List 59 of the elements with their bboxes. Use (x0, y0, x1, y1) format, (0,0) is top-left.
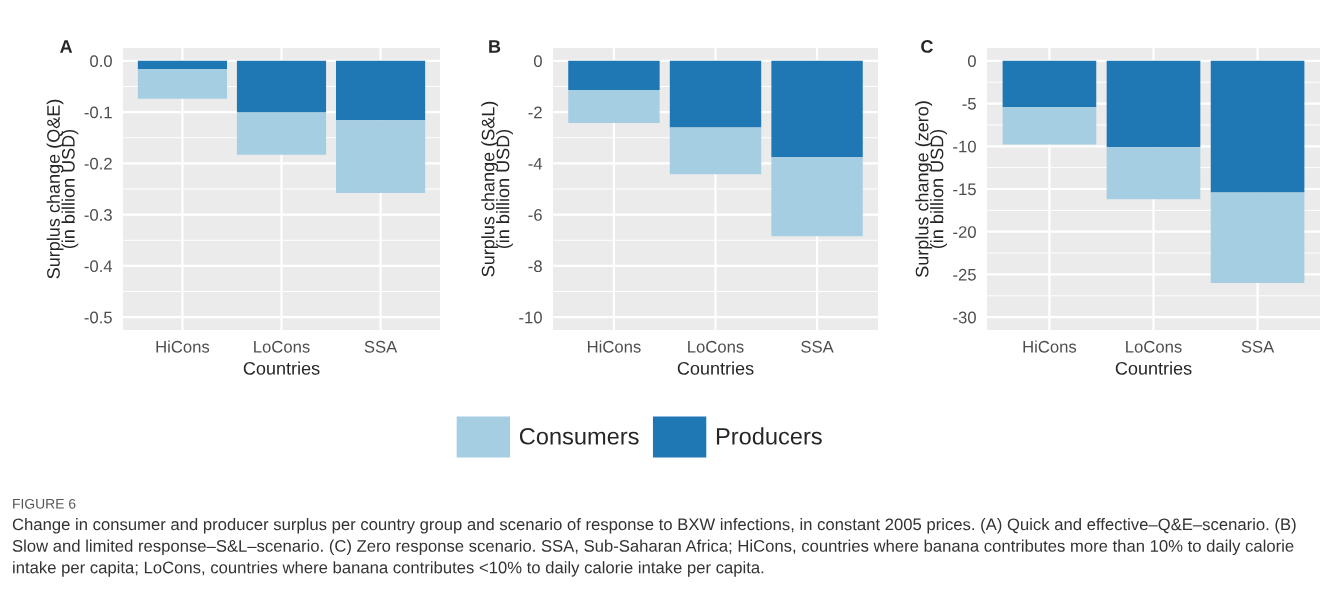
y-tick-label: -0.5 (84, 311, 112, 324)
x-tick-label: HiCons (587, 340, 641, 353)
bar (1106, 60, 1201, 148)
y-tick-label: -0.3 (84, 209, 112, 221)
bar (137, 60, 228, 70)
bar (669, 60, 762, 128)
x-tick-label: LoCons (254, 340, 310, 353)
bar (1210, 192, 1305, 283)
chart-title: B (489, 40, 501, 53)
y-tick-label: -10 (953, 140, 976, 153)
bar (137, 69, 228, 99)
y-axis-title: Surplus change (zero) (in billion USD) (915, 101, 947, 277)
bar (236, 60, 327, 113)
bar (335, 120, 426, 194)
x-tick-label: SSA (801, 340, 834, 353)
y-tick-label: -0.2 (84, 157, 112, 170)
y-tick-label: -25 (953, 268, 976, 281)
y-tick-label: 0 (967, 55, 976, 68)
x-axis-title: Countries (1115, 361, 1192, 375)
y-tick-label: -0.1 (84, 106, 112, 119)
y-axis-title: Surplus change (S&L) (in billion USD) (481, 101, 513, 277)
y-tick-label: -15 (953, 183, 976, 196)
y-tick-label: -2 (528, 106, 542, 119)
caption: FIGURE 6 (13, 498, 76, 509)
bar (1002, 106, 1097, 145)
x-axis-title: Countries (243, 361, 320, 375)
chart-title: A (60, 40, 73, 53)
y-tick-label: -0.4 (84, 260, 113, 273)
x-axis-title: Countries (677, 361, 754, 375)
bar (1002, 60, 1097, 107)
y-tick-label: -20 (953, 226, 976, 238)
x-tick-label: HiCons (1023, 340, 1077, 353)
y-tick-label: -10 (519, 311, 542, 324)
bar (669, 127, 762, 175)
legend-label: Producers (716, 427, 822, 445)
chart-title: C (921, 40, 933, 53)
bar (568, 60, 660, 91)
x-tick-label: LoCons (688, 340, 744, 353)
y-tick-label: -8 (528, 260, 542, 273)
bar (771, 157, 863, 237)
y-axis-title: Surplus change (Q&E) (in billion USD) (46, 99, 79, 279)
x-tick-label: HiCons (156, 340, 210, 353)
bar (335, 60, 426, 121)
y-tick-label: 0.0 (90, 55, 112, 68)
bar (1106, 147, 1201, 200)
bar (568, 90, 660, 124)
x-tick-label: SSA (1241, 340, 1275, 353)
y-tick-label: -6 (528, 209, 542, 221)
y-tick-label: -30 (953, 311, 976, 324)
bar (236, 112, 327, 155)
bar (771, 60, 863, 158)
y-tick-label: 0 (533, 55, 542, 68)
y-tick-label: -4 (528, 157, 543, 170)
y-tick-label: -5 (962, 98, 976, 110)
x-tick-label: SSA (364, 340, 398, 353)
text: Change in consumer and producer surplus per country group and scenario of response to BXW infections, in constant 2005 prices. (A) Quick and effective–Q&E–scenario. (B) Slow and limited response–S&L–scenario. (C) Zero response scenario. SSA, Sub-Saharan Africa; HiCons, countries where banana contributes more than 10% to daily calorie intake per capita; LoCons, countries where banana contributes <10% to daily calorie intake per capita. (12, 518, 1296, 577)
x-tick-label: LoCons (1126, 340, 1182, 353)
legend-label: Consumers (519, 427, 639, 445)
bar (1210, 60, 1305, 193)
